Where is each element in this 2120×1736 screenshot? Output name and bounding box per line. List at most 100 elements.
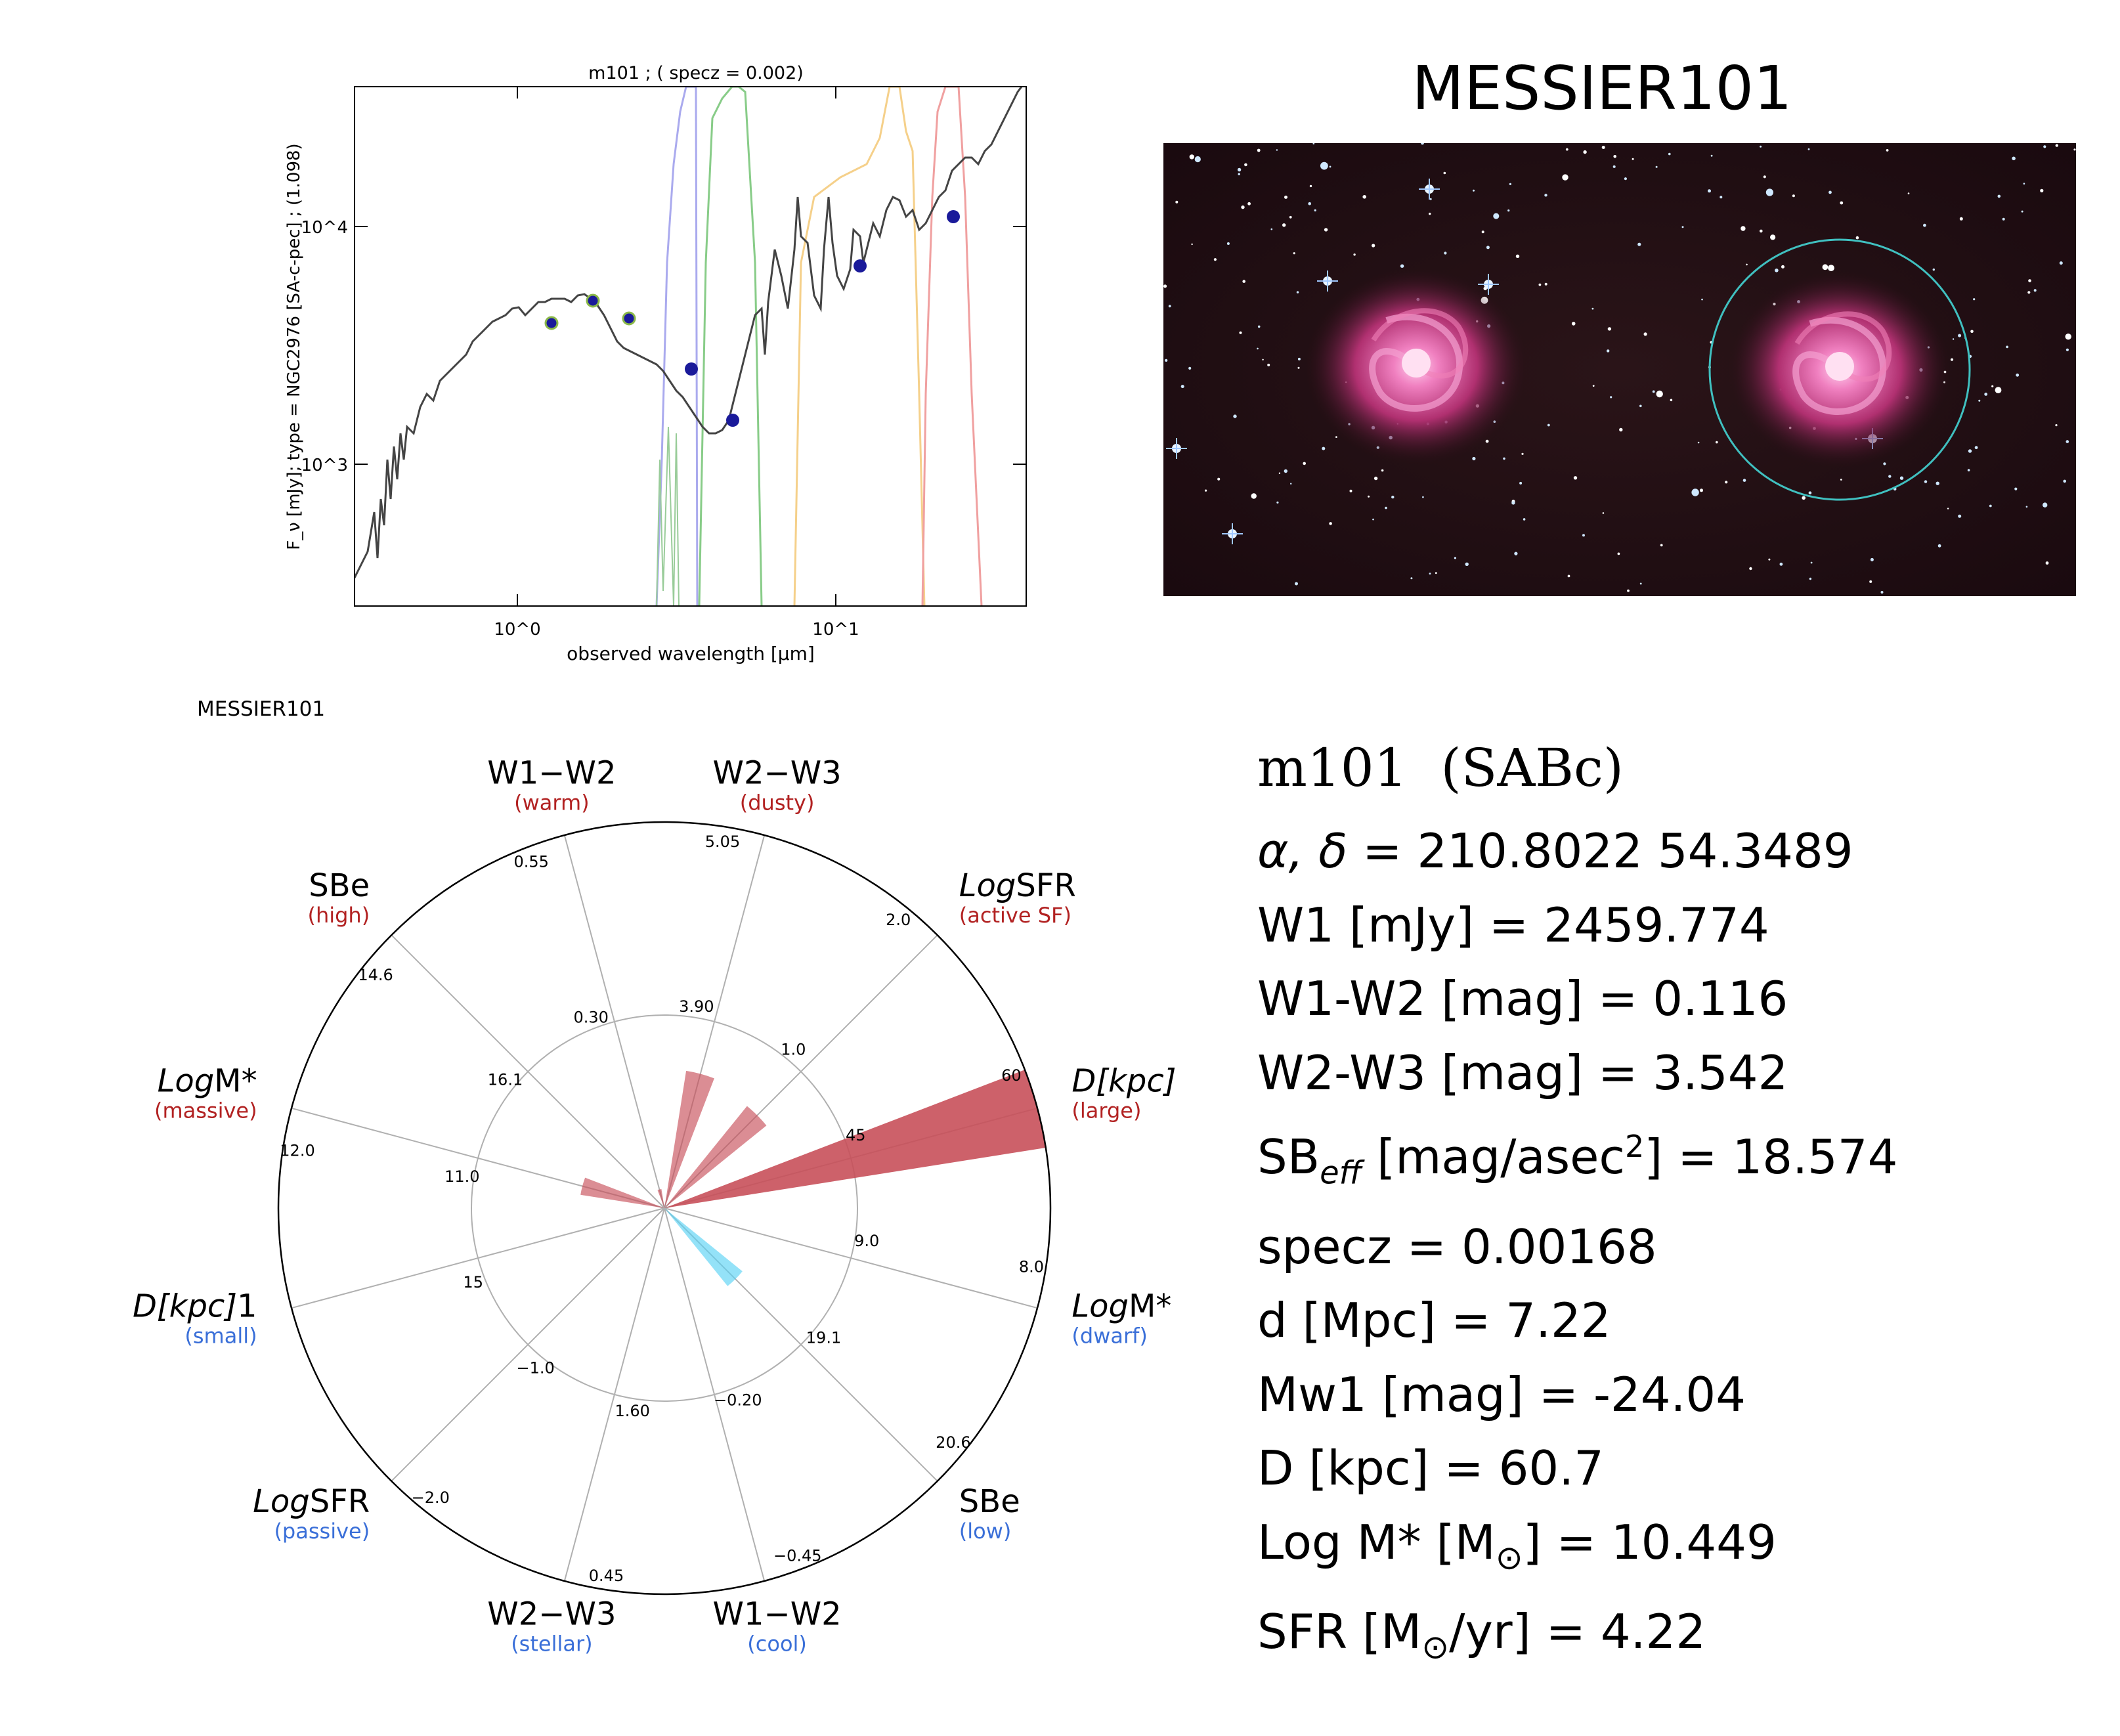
radar-inner-tick: −0.20 — [714, 1391, 762, 1409]
info-panel: m101 (SABc) α, δ = 210.8022 54.3489 W1 [… — [1257, 735, 2104, 1687]
radar-axis-name: LogSFR — [959, 867, 1076, 904]
star — [1768, 558, 1771, 561]
sun-symbol-icon: ⊙ — [1421, 1628, 1450, 1666]
star — [1175, 200, 1179, 204]
star — [1247, 202, 1251, 206]
star — [1656, 390, 1663, 398]
radar-axis-name-italic: D[kpc] — [133, 1288, 237, 1325]
star — [1808, 491, 1812, 494]
star — [1276, 501, 1279, 504]
x-tick-label-1e0: 10^0 — [494, 620, 540, 640]
star — [1725, 481, 1728, 484]
galaxy-left — [1305, 268, 1528, 465]
star — [1514, 552, 1518, 555]
star — [1385, 506, 1387, 510]
radar-axis-name-italic: Log — [253, 1483, 310, 1520]
star — [1381, 469, 1384, 472]
star — [1515, 254, 1520, 258]
star — [1422, 496, 1424, 498]
star — [2066, 440, 2069, 443]
star — [1639, 582, 1642, 585]
sed-data-points — [544, 210, 960, 427]
star — [1602, 512, 1605, 514]
star — [1293, 252, 1295, 255]
star — [1429, 212, 1431, 215]
star — [1959, 217, 1963, 221]
star — [2021, 210, 2023, 213]
sed-plot-title: m101 ; ( specz = 0.002) — [588, 63, 804, 83]
radar-inner-tick: 16.1 — [488, 1071, 523, 1089]
sed-plot-panel: m101 ; ( specz = 0.002) 10^0 10^1 — [0, 0, 1083, 683]
radar-axis-name-italic: Log — [158, 1062, 215, 1099]
star — [1612, 165, 1616, 168]
star — [2066, 348, 2069, 351]
star — [1607, 349, 1610, 353]
radar-outer-tick: −0.45 — [773, 1546, 822, 1565]
star — [1742, 479, 1746, 482]
radar-axis-name: W1−W2 — [487, 755, 616, 792]
star — [1547, 423, 1550, 427]
radar-corner-label: MESSIER101 — [197, 697, 325, 721]
radar-outer-ring — [277, 821, 1052, 1595]
star — [1973, 298, 1976, 301]
star — [1822, 264, 1828, 271]
photometry-point-w1 — [685, 362, 698, 376]
galaxy-image-panel: MESSIER101 — [1116, 53, 2088, 611]
star — [1880, 591, 1884, 594]
star — [1652, 390, 1655, 393]
star — [1486, 246, 1490, 250]
radar-inner-tick: 11.0 — [444, 1167, 479, 1186]
star — [1807, 148, 1810, 150]
sun-symbol-icon: ⊙ — [1495, 1538, 1523, 1577]
star — [1591, 307, 1594, 310]
star — [1233, 414, 1237, 418]
y-tick-label-1e4: 10^4 — [301, 218, 348, 238]
w2w3-line: W2-W3 [mag] = 3.542 — [1257, 1045, 1788, 1100]
radar-axis-name: SBe — [959, 1483, 1020, 1520]
star — [1257, 347, 1259, 350]
star — [1643, 332, 1647, 336]
star — [1828, 190, 1832, 194]
star — [1610, 396, 1612, 399]
coords-label: α, δ — [1257, 823, 1348, 879]
star — [1967, 469, 1970, 471]
star — [1322, 446, 1326, 450]
radar-inner-tick: 3.90 — [679, 997, 714, 1016]
star — [1290, 483, 1292, 485]
galaxy-right — [1728, 271, 1951, 468]
star — [1188, 366, 1192, 370]
star — [1189, 154, 1194, 160]
star — [1720, 196, 1723, 199]
star — [1613, 155, 1616, 158]
star — [1523, 518, 1526, 521]
star — [1400, 264, 1404, 268]
star — [2055, 144, 2058, 147]
radar-axis-name-text: W1−W2 — [487, 755, 616, 792]
star — [1810, 561, 1813, 564]
sfr-line: SFR [M⊙/yr] = 4.22 — [1257, 1603, 1706, 1666]
star — [1947, 508, 1949, 510]
star — [1372, 244, 1375, 248]
radar-outer-tick: 0.55 — [513, 853, 548, 871]
star — [1583, 150, 1587, 154]
radar-axis-name: SBe — [309, 867, 370, 904]
sb-line: SBeff [mag/asec2] = 18.574 — [1257, 1129, 1898, 1192]
star — [2028, 279, 2031, 282]
star — [2040, 188, 2044, 192]
star — [1760, 229, 1763, 233]
star — [1571, 322, 1576, 326]
star — [1429, 573, 1431, 575]
star — [1627, 589, 1630, 592]
star — [1282, 223, 1286, 227]
radar-axis-name-text: W2−W3 — [712, 755, 841, 792]
star — [1840, 201, 1844, 205]
star — [1746, 263, 1748, 266]
star — [1410, 577, 1413, 580]
radar-axis-name-text: SFR — [310, 1483, 370, 1520]
logmass-line: Log M* [M⊙] = 10.449 — [1257, 1514, 1777, 1577]
radar-axis-qualifier: (high) — [307, 903, 370, 928]
photometry-point-w4 — [947, 210, 960, 223]
star — [1335, 436, 1337, 438]
star — [1749, 567, 1752, 571]
radar-axis-name-text: SFR — [1016, 867, 1075, 904]
